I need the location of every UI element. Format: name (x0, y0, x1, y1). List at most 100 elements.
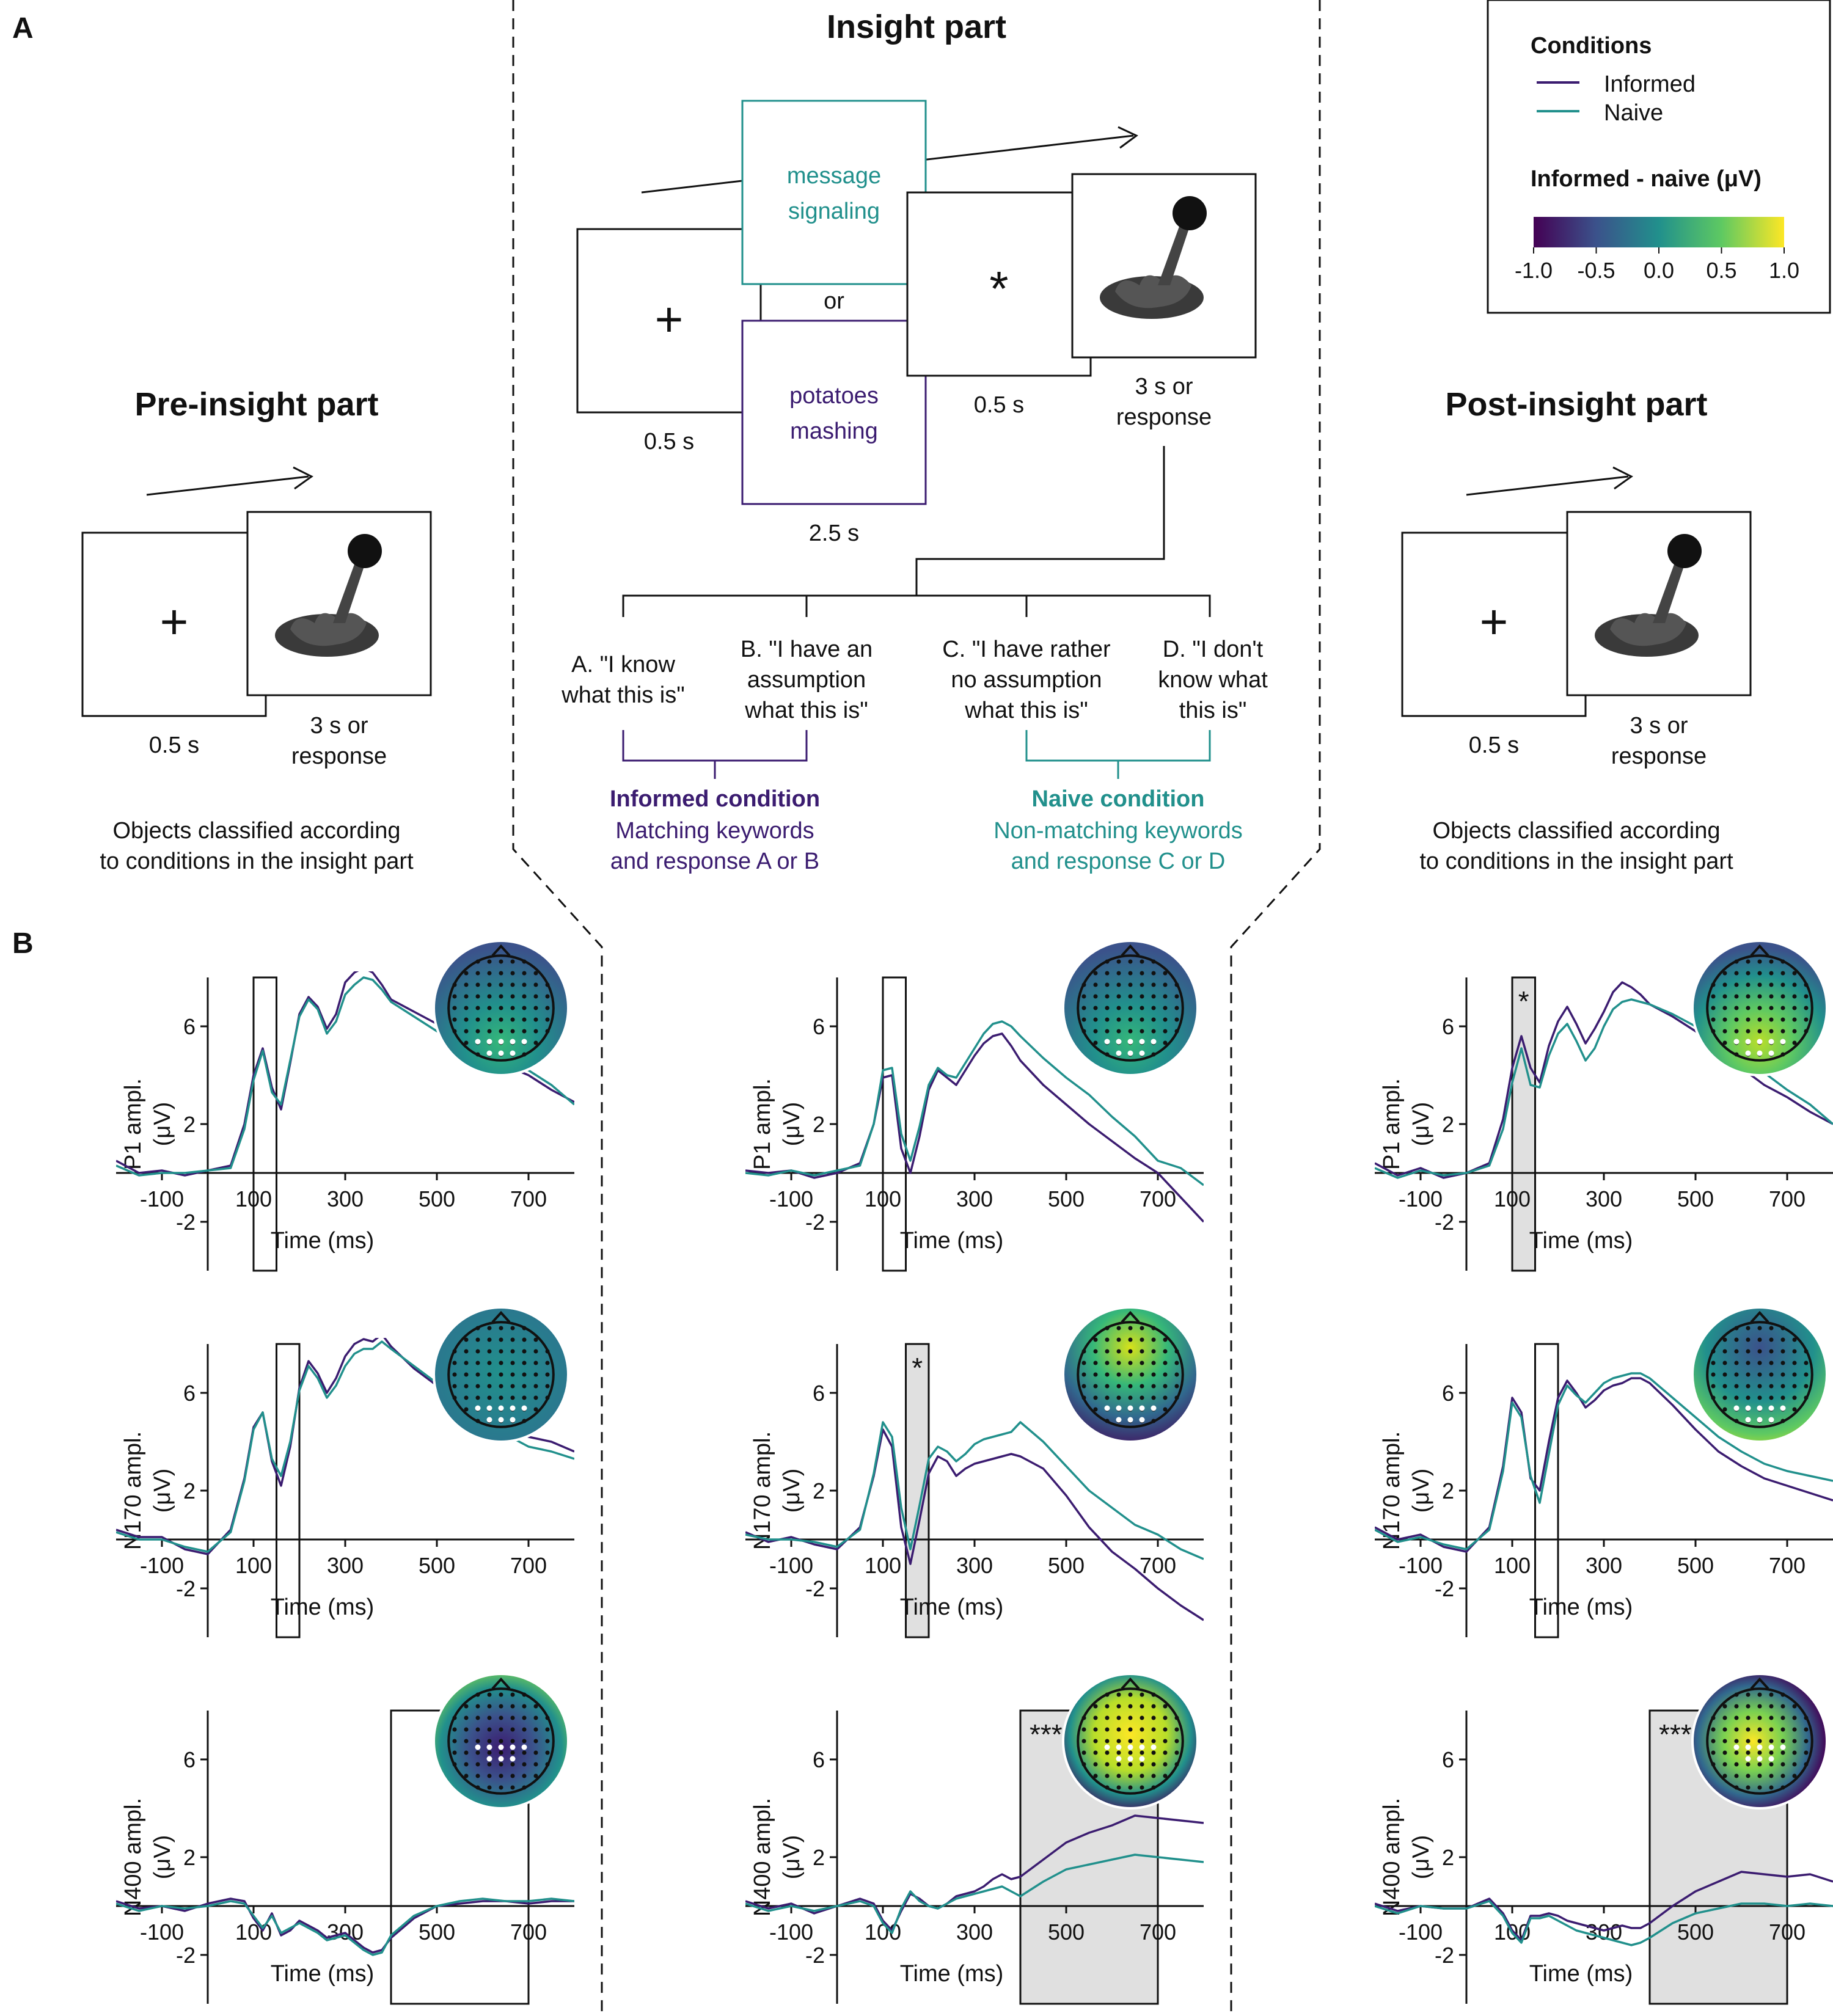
electrode-dot (1792, 982, 1797, 987)
roi-electrode (1116, 1405, 1122, 1411)
electrode-dot (1780, 971, 1785, 976)
x-tick-label: 100 (1494, 1553, 1531, 1578)
electrode-dot (510, 971, 515, 976)
electrode-dot (1734, 1372, 1739, 1377)
electrode-dot (464, 1029, 469, 1034)
electrode-dot (1105, 1029, 1110, 1034)
electrode-dot (1140, 959, 1144, 964)
electrode-dot (1128, 1750, 1133, 1755)
electrode-dot (1792, 1704, 1797, 1709)
y-axis-unit: (μV) (779, 1102, 805, 1147)
electrode-dot (1722, 1337, 1727, 1342)
informed-condition-line1: Matching keywords (615, 818, 814, 844)
electrode-dot (1081, 1017, 1086, 1022)
roi-electrode (1745, 1405, 1751, 1411)
roi-electrode (521, 1744, 527, 1750)
electrode-dot (1163, 1773, 1168, 1778)
electrode-dot (1769, 1750, 1774, 1755)
roi-electrode (498, 1744, 504, 1750)
electrode-dot (1780, 1692, 1785, 1697)
electrode-dot (464, 982, 469, 987)
electrode-dot (533, 1384, 538, 1389)
electrode-dot (1792, 971, 1797, 976)
electrode-dot (1769, 1006, 1774, 1010)
y-tick-label: 6 (183, 1747, 196, 1772)
electrode-dot (1780, 1715, 1785, 1720)
roi-electrode (498, 1050, 504, 1056)
electrode-dot (510, 1029, 515, 1034)
electrode-dot (499, 1326, 503, 1331)
electrode-dot (464, 1739, 469, 1744)
electrode-dot (1093, 1360, 1098, 1365)
electrode-dot (510, 1750, 515, 1755)
electrode-dot (1746, 1773, 1751, 1778)
electrode-dot (522, 994, 527, 999)
electrode-dot (522, 1006, 527, 1010)
electrode-dot (1116, 994, 1121, 999)
x-axis-label: Time (ms) (271, 1228, 375, 1254)
electrode-dot (1757, 1739, 1762, 1744)
response-b-line3: what this is" (744, 698, 868, 723)
electrode-dot (475, 1029, 480, 1034)
electrode-dot (487, 1715, 492, 1720)
response-c-line2: no assumption (951, 667, 1102, 693)
roi-electrode (1768, 1050, 1774, 1056)
electrode-dot (1174, 1739, 1179, 1744)
series-line-naive (1375, 1900, 1833, 1946)
roi-electrode (521, 1405, 527, 1411)
electrode-dot (464, 1704, 469, 1709)
electrode-dot (545, 1715, 550, 1720)
roi-electrode (1139, 1417, 1145, 1423)
electrode-dot (1081, 1762, 1086, 1767)
keywords-informed-line1: message (787, 163, 881, 189)
electrode-dot (1769, 1692, 1774, 1697)
y-tick-label: 6 (1442, 1014, 1454, 1039)
electrode-dot (522, 1727, 527, 1732)
electrode-dot (487, 1029, 492, 1034)
electrode-dot (1140, 1785, 1144, 1790)
electrode-dot (487, 1384, 492, 1389)
electrode-dot (1116, 971, 1121, 976)
electrode-dot (1734, 1029, 1739, 1034)
electrode-dot (475, 1349, 480, 1354)
roi-electrode (498, 1417, 504, 1423)
fixation-duration: 0.5 s (1469, 732, 1519, 758)
electrode-dot (1769, 1384, 1774, 1389)
electrode-dot (533, 1395, 538, 1400)
colorbar-tick-label: 0.5 (1706, 258, 1736, 283)
electrode-dot (522, 971, 527, 976)
title-insight: Insight part (827, 9, 1006, 45)
y-tick-label: 6 (183, 1381, 196, 1406)
electrode-dot (499, 994, 503, 999)
electrode-dot (1105, 1384, 1110, 1389)
electrode-dot (1116, 1349, 1121, 1354)
electrode-dot (533, 1372, 538, 1377)
electrode-dot (1140, 1029, 1144, 1034)
electrode-dot (510, 1372, 515, 1377)
electrode-dot (1804, 1750, 1809, 1755)
electrode-dot (1093, 1762, 1098, 1767)
x-tick-label: 700 (510, 1553, 547, 1578)
electrode-dot (1792, 1349, 1797, 1354)
electrode-dot (1116, 1739, 1121, 1744)
electrode-dot (1722, 1349, 1727, 1354)
electrode-dot (475, 1395, 480, 1400)
object-image (275, 534, 382, 657)
electrode-dot (510, 1326, 515, 1331)
electrode-dot (1734, 1006, 1739, 1010)
roi-electrode (475, 1039, 481, 1045)
object-image (1100, 196, 1207, 319)
electrode-dot (1757, 1704, 1762, 1709)
electrode-dot (1128, 971, 1133, 976)
y-tick-label: 6 (1442, 1747, 1454, 1772)
x-tick-label: 100 (1494, 1186, 1531, 1211)
colorbar-tick-label: -1.0 (1515, 258, 1553, 283)
electrode-dot (1722, 982, 1727, 987)
electrode-dot (1128, 1773, 1133, 1778)
electrode-dot (1081, 1372, 1086, 1377)
electrode-dot (1757, 1360, 1762, 1365)
electrode-dot (1116, 1727, 1121, 1732)
electrode-dot (510, 1773, 515, 1778)
roi-electrode (1757, 1405, 1763, 1411)
